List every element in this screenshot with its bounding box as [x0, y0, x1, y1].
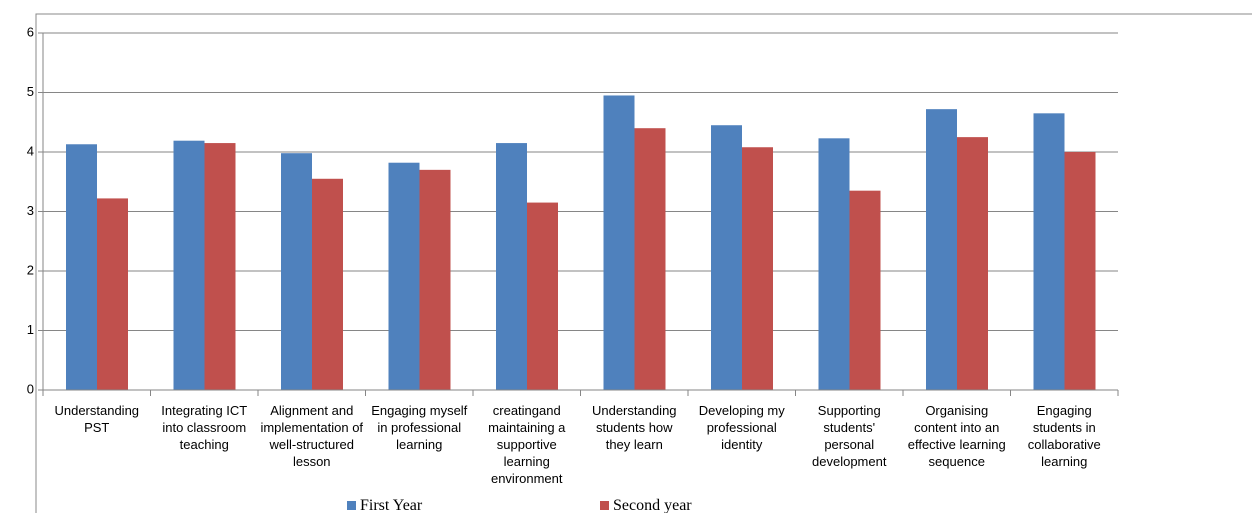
bar [204, 143, 236, 390]
x-tick-label: Organising content into an effective lea… [907, 403, 1006, 469]
bar [634, 128, 666, 390]
bar [818, 138, 850, 390]
x-tick-label: Understanding PST [54, 403, 140, 435]
chart-frame [35, 13, 1252, 513]
bar [281, 153, 312, 390]
x-tick-label: Understanding students how they learn [591, 403, 677, 452]
bar [173, 140, 205, 390]
bar [742, 147, 773, 390]
y-tick-label: 6 [27, 24, 34, 39]
bar [1064, 152, 1096, 390]
x-tick-label: Engaging myself in professional learning [371, 403, 468, 452]
bar [527, 202, 558, 390]
bar [312, 178, 343, 390]
y-tick-label: 2 [27, 262, 34, 277]
bar [849, 190, 881, 390]
bar [603, 95, 635, 390]
y-tick-label: 1 [27, 322, 34, 337]
bar [711, 125, 742, 390]
x-tick-label: Alignment and implementation of well-str… [260, 403, 364, 469]
x-tick-label: Integrating ICT into classroom teaching [161, 403, 248, 452]
y-tick-label: 5 [27, 84, 34, 99]
bar [388, 162, 420, 390]
legend-label: Second year [613, 497, 692, 513]
bar [419, 169, 451, 390]
bar [97, 198, 128, 390]
legend-swatch [600, 501, 609, 510]
legend-swatch [347, 501, 356, 510]
x-tick-label: creatingand maintaining a supportive lea… [488, 403, 566, 486]
legend-item: First Year [347, 497, 422, 513]
y-tick-label: 3 [27, 203, 34, 218]
bar [1033, 113, 1065, 390]
legend-item: Second year [600, 497, 692, 513]
bar [496, 143, 527, 390]
y-tick-label: 4 [27, 143, 34, 158]
x-tick-label: Developing my professional identity [698, 403, 785, 452]
bar [957, 137, 988, 390]
x-tick-label: Supporting students' personal developmen… [812, 403, 887, 469]
x-tick-label: Engaging students in collaborative learn… [1027, 403, 1101, 469]
y-tick-label: 0 [27, 381, 34, 396]
legend-label: First Year [360, 497, 423, 513]
bar [926, 109, 957, 390]
bar [66, 144, 97, 390]
